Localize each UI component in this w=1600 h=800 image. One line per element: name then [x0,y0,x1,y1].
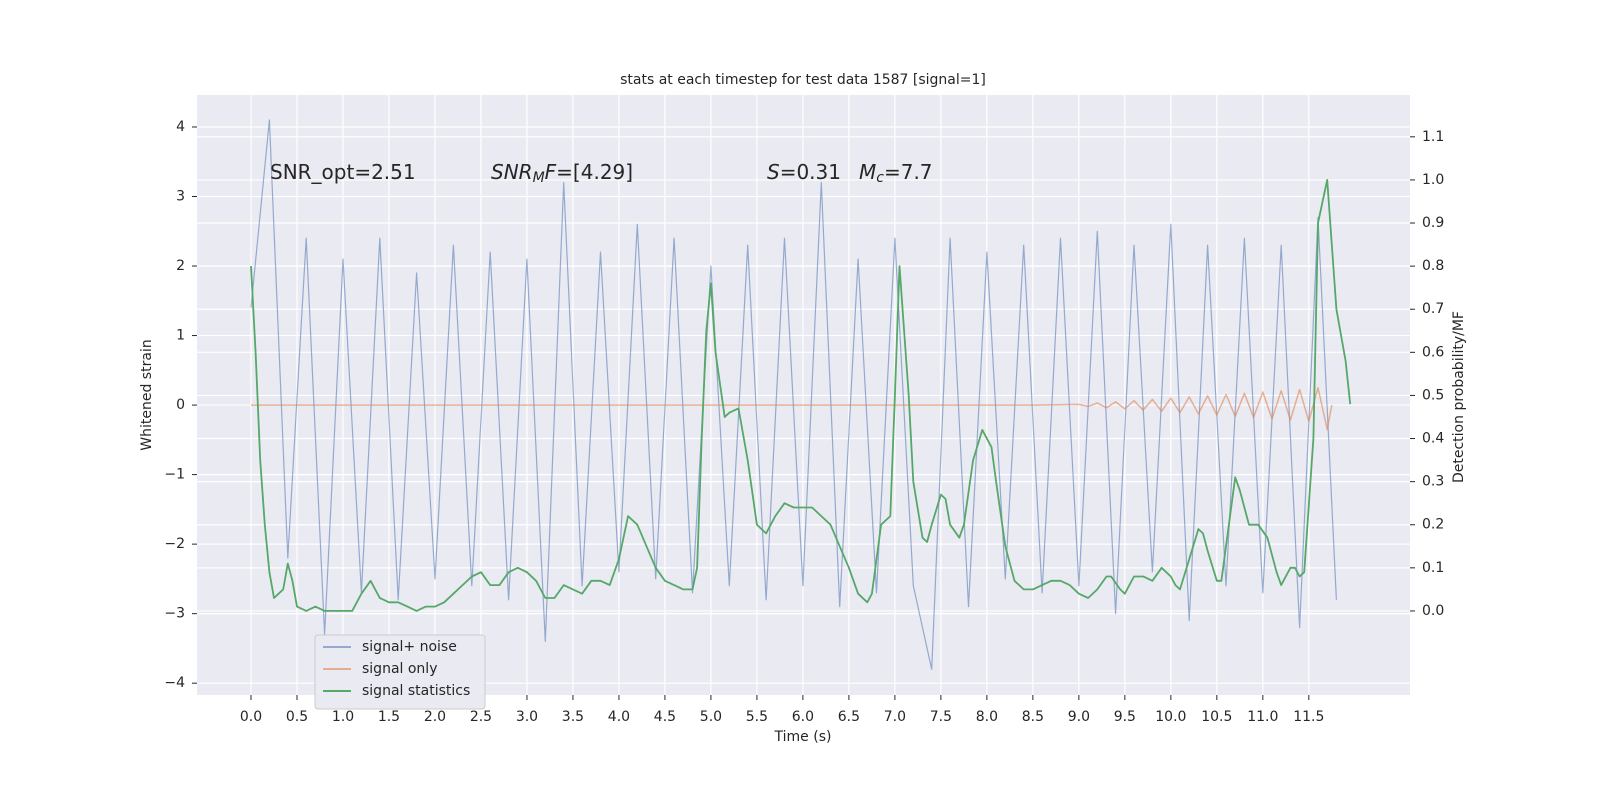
x-tick-label: 7.5 [930,709,952,725]
annotation-part: SNR_opt=2.51 [270,160,416,184]
y2-tick-label: 0.1 [1422,560,1444,576]
y-tick-label: −4 [164,675,185,691]
y-tick-label: 4 [176,119,185,135]
y2-tick-label: 0.4 [1422,431,1444,447]
annotation-part: SNR [491,160,533,184]
x-tick-label: 10.0 [1155,709,1186,725]
x-tick-label: 9.5 [1114,709,1136,725]
x-tick-label: 5.5 [746,709,768,725]
annotation: Mc=7.7 [859,160,933,187]
y2-tick-label: 0.3 [1422,474,1444,490]
x-tick-label: 1.0 [332,709,354,725]
annotation-part: =7.7 [884,160,933,184]
x-tick-label: 11.5 [1293,709,1324,725]
x-tick-label: 9.0 [1068,709,1090,725]
x-tick-label: 6.0 [792,709,814,725]
x-tick-label: 8.0 [976,709,998,725]
series-line [250,179,1352,612]
x-tick-label: 2.0 [424,709,446,725]
annotation-part: F [545,160,557,184]
y2-axis-label: Detection probability/MF [1451,311,1467,483]
y-tick-label: 1 [176,328,185,344]
y-tick-label: −1 [164,467,185,483]
x-tick-label: 11.0 [1247,709,1278,725]
annotation: SNR_opt=2.51 [270,160,416,184]
annotation: SNRMF=[4.29] [491,160,633,187]
x-tick-label: 5.0 [700,709,722,725]
y-tick-label: −3 [164,606,185,622]
legend-label: signal only [362,661,437,677]
y-tick-label: −2 [164,536,185,552]
y2-tick-label: 0.7 [1422,301,1444,317]
y-tick-label: 0 [176,397,185,413]
chart-title: stats at each timestep for test data 158… [620,72,986,88]
annotation-part: c [876,170,884,186]
x-tick-label: 0.0 [240,709,262,725]
annotation-part: M [533,170,545,186]
y2-tick-label: 1.0 [1422,172,1444,188]
x-tick-label: 4.0 [608,709,630,725]
legend-box [314,634,486,710]
x-tick-label: 6.5 [838,709,860,725]
legend-label: signal statistics [362,683,470,699]
x-tick-label: 2.5 [470,709,492,725]
y2-tick-label: 0.0 [1422,603,1444,619]
annotation-part: S [767,160,780,184]
annotation-part: M [859,160,876,184]
x-tick-label: 10.5 [1201,709,1232,725]
annotation: S=0.31 [767,160,841,184]
y2-tick-label: 0.8 [1422,258,1444,274]
series-line [251,386,1333,431]
y-axis-label: Whitened strain [139,339,155,450]
annotation-part: =0.31 [780,160,841,184]
x-tick-label: 0.5 [286,709,308,725]
y2-tick-label: 0.6 [1422,344,1444,360]
x-tick-label: 7.0 [884,709,906,725]
y2-tick-label: 0.9 [1422,215,1444,231]
y2-tick-label: 1.1 [1422,129,1444,145]
y2-tick-label: 0.2 [1422,517,1444,533]
legend: signal+ noise signal only signal statistic… [314,634,486,710]
annotation-part: =[4.29] [556,160,633,184]
series-line [250,119,1337,670]
x-tick-label: 8.5 [1022,709,1044,725]
legend-label: signal+ noise [362,639,457,655]
x-tick-label: 3.5 [562,709,584,725]
y-tick-label: 2 [176,258,185,274]
x-tick-label: 4.5 [654,709,676,725]
y-tick-label: 3 [176,189,185,205]
y2-tick-label: 0.5 [1422,387,1444,403]
x-tick-label: 3.0 [516,709,538,725]
x-axis-label: Time (s) [774,729,832,745]
x-tick-label: 1.5 [378,709,400,725]
